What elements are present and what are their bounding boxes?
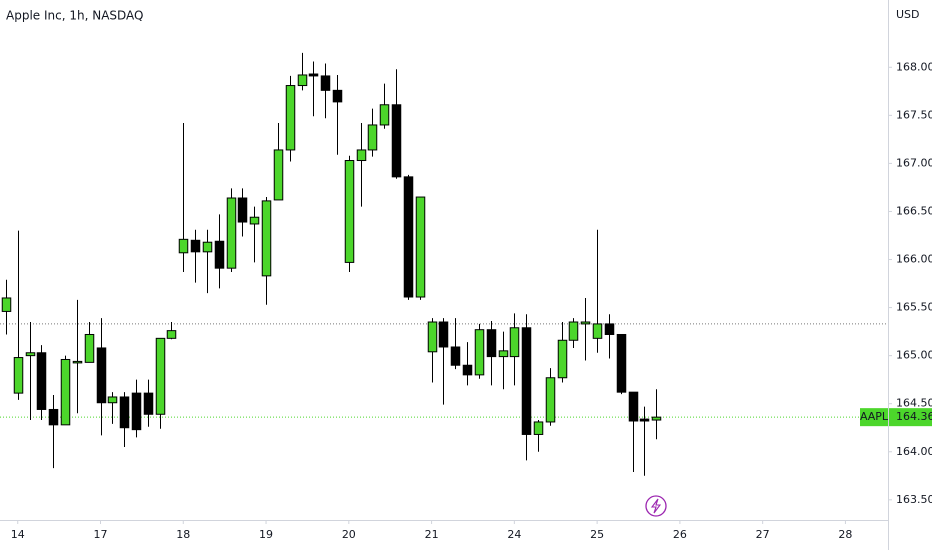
candle-body xyxy=(190,239,201,253)
candle-body xyxy=(651,416,662,421)
y-tick-label: 168.00 xyxy=(896,60,932,73)
chart-title: Apple Inc, 1h, NASDAQ xyxy=(6,9,144,23)
candle-body xyxy=(403,176,414,298)
price-badge xyxy=(889,408,932,427)
candle-body xyxy=(155,337,166,415)
candle-body xyxy=(639,418,650,422)
icon-circle[interactable] xyxy=(645,495,667,517)
x-tick-label: 17 xyxy=(94,528,108,541)
y-tick-label: 164.00 xyxy=(896,445,932,458)
candle-body xyxy=(592,323,603,339)
candle-body xyxy=(143,392,154,415)
axis-unit: USD xyxy=(896,8,920,21)
candle-body xyxy=(13,357,24,394)
candle-body xyxy=(367,124,378,151)
candle-body xyxy=(214,240,225,269)
x-tick-label: 24 xyxy=(507,528,521,541)
candle-body xyxy=(226,197,237,269)
candle-body xyxy=(107,396,118,404)
candle-body xyxy=(320,75,331,91)
candle-body xyxy=(580,321,591,325)
y-tick-label: 165.00 xyxy=(896,349,932,362)
candle-body xyxy=(462,364,473,376)
x-tick-label: 18 xyxy=(176,528,190,541)
candle-body xyxy=(273,149,284,201)
candle-body xyxy=(96,347,107,404)
candle-body xyxy=(25,352,36,357)
candle-body xyxy=(391,104,402,178)
candle-body xyxy=(285,85,296,151)
candle-body xyxy=(131,392,142,431)
candle-body xyxy=(297,74,308,87)
candle-body xyxy=(415,196,426,298)
candle-body xyxy=(344,160,355,263)
x-tick-label: 27 xyxy=(756,528,770,541)
candle-body xyxy=(36,352,47,410)
y-tick-label: 166.00 xyxy=(896,253,932,266)
candle-body xyxy=(474,329,485,376)
y-tick-label: 165.50 xyxy=(896,301,932,314)
candle-body xyxy=(604,323,615,335)
candle-body xyxy=(84,333,95,363)
y-tick-label: 166.50 xyxy=(896,204,932,217)
candle-body xyxy=(379,104,390,126)
y-tick-label: 167.00 xyxy=(896,156,932,169)
x-tick-label: 26 xyxy=(673,528,687,541)
x-tick-label: 20 xyxy=(342,528,356,541)
candle-body xyxy=(486,329,497,358)
candle-body xyxy=(119,396,130,429)
candle-body xyxy=(48,408,59,426)
candle-body xyxy=(521,327,532,435)
candle-body xyxy=(568,321,579,341)
candle-body xyxy=(1,297,12,312)
y-tick-label: 164.50 xyxy=(896,397,932,410)
lightning-icon[interactable] xyxy=(645,495,667,517)
candle-body xyxy=(533,421,544,435)
candle-body xyxy=(427,321,438,353)
y-tick-label: 167.50 xyxy=(896,108,932,121)
x-tick-label: 14 xyxy=(11,528,25,541)
y-tick-label: 163.50 xyxy=(896,493,932,506)
x-tick-label: 28 xyxy=(838,528,852,541)
candle-body xyxy=(72,360,83,364)
candle-body xyxy=(202,241,213,253)
candle-body xyxy=(166,330,177,339)
candle-body xyxy=(438,321,449,348)
candle-body xyxy=(545,377,556,423)
candle-body xyxy=(628,391,639,422)
x-tick-label: 21 xyxy=(425,528,439,541)
candle-body xyxy=(249,216,260,225)
candle-body xyxy=(356,149,367,162)
symbol-badge xyxy=(860,408,888,427)
candle-body xyxy=(498,350,509,358)
candle-body xyxy=(237,197,248,223)
x-tick-label: 25 xyxy=(590,528,604,541)
candle-body xyxy=(60,358,71,426)
icon-bolt[interactable] xyxy=(650,498,662,514)
candle-body xyxy=(616,333,627,393)
candle-body xyxy=(332,89,343,103)
candle-body xyxy=(308,73,319,77)
price-label: 164.36 xyxy=(896,410,932,423)
candle-body xyxy=(178,238,189,254)
candle-body xyxy=(509,327,520,358)
candle-body xyxy=(450,346,461,366)
candle-body xyxy=(557,339,568,379)
symbol-label: AAPL xyxy=(860,410,889,423)
x-tick-label: 19 xyxy=(259,528,273,541)
candle-body xyxy=(261,200,272,277)
